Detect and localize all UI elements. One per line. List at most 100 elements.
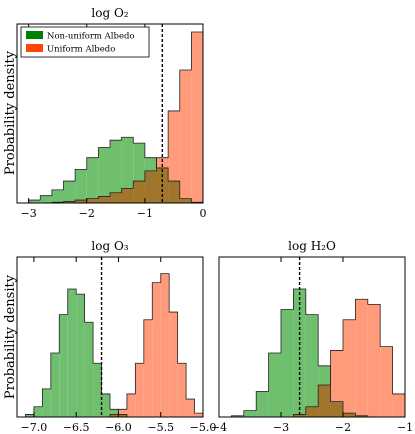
panel-title: log O₃ bbox=[91, 239, 128, 253]
overlap-bar bbox=[63, 201, 76, 203]
hist-bar bbox=[135, 363, 144, 417]
hist-bar bbox=[143, 319, 153, 417]
series-outline bbox=[17, 288, 203, 417]
hist-bar bbox=[305, 314, 319, 417]
axes-frame bbox=[16, 256, 204, 418]
legend-label: Uniform Albedo bbox=[47, 45, 115, 55]
hist-bar bbox=[243, 410, 257, 417]
hist-bar bbox=[121, 137, 134, 203]
hist-bar bbox=[281, 309, 294, 417]
hist-bar bbox=[28, 200, 41, 203]
overlap-bar bbox=[86, 198, 99, 203]
hist-bar bbox=[367, 304, 381, 417]
x-tick-label: −5.5 bbox=[147, 421, 174, 434]
legend-label: Non-uniform Albedo bbox=[47, 32, 135, 42]
overlap-bar bbox=[121, 188, 134, 203]
hist-bar bbox=[330, 350, 343, 417]
hist-bar bbox=[76, 294, 85, 417]
overlap-bar bbox=[330, 401, 343, 417]
hist-bar bbox=[51, 189, 64, 203]
overlap-bar bbox=[355, 415, 368, 417]
chart-panel-2: −7.0 −6.5 −6.0 −5.5 −5.0 log O₃ Probability de… bbox=[3, 239, 216, 434]
hist-bar bbox=[101, 393, 110, 417]
y-axis-label: Probability density bbox=[3, 274, 18, 399]
legend: Non-uniform Albedo Uniform Albedo bbox=[20, 26, 150, 58]
axes-frame bbox=[218, 256, 406, 418]
series-outline bbox=[17, 136, 203, 203]
hist-bar bbox=[179, 70, 192, 203]
x-tick-label: −6.0 bbox=[105, 421, 132, 434]
x-tick-label: −5.0 bbox=[190, 421, 217, 434]
hist-bar bbox=[93, 363, 102, 417]
plot-area bbox=[219, 257, 405, 417]
overlap-bar bbox=[293, 414, 306, 417]
hist-bar bbox=[355, 299, 368, 417]
x-tick-label: −2 bbox=[335, 421, 351, 434]
x-tick-label: −6.5 bbox=[63, 421, 90, 434]
hist-bar bbox=[42, 388, 51, 417]
y-axis-label: Probability density bbox=[3, 50, 18, 175]
hist-bar bbox=[256, 391, 269, 417]
x-tick-label: −1 bbox=[137, 207, 153, 220]
hist-bar bbox=[33, 406, 43, 417]
hist-bar bbox=[177, 363, 187, 417]
series-outline bbox=[219, 288, 405, 417]
legend-swatch bbox=[26, 44, 43, 52]
hist-bar bbox=[133, 143, 145, 203]
plot-area bbox=[17, 24, 203, 203]
hist-bar bbox=[168, 110, 180, 203]
hist-bar bbox=[194, 413, 203, 417]
plot-area bbox=[17, 257, 203, 417]
series-outline bbox=[17, 31, 203, 203]
series-outline bbox=[17, 273, 203, 417]
overlap-bar bbox=[133, 181, 145, 203]
overlap-bar bbox=[118, 414, 127, 417]
axes-frame bbox=[16, 23, 204, 204]
hist-bar bbox=[40, 195, 52, 203]
hist-bar bbox=[268, 353, 281, 417]
hist-bar bbox=[392, 393, 405, 417]
hist-bar bbox=[118, 409, 127, 417]
legend-swatch bbox=[26, 31, 43, 39]
hist-bar bbox=[191, 32, 203, 203]
hist-bar bbox=[86, 157, 99, 203]
hist-bar bbox=[186, 399, 195, 417]
x-tick-label: −1 bbox=[397, 421, 413, 434]
series-nonuniform bbox=[25, 289, 127, 417]
overlap-region bbox=[293, 385, 368, 417]
hist-bar bbox=[110, 140, 122, 203]
overlap-bar bbox=[110, 192, 122, 203]
series-outline bbox=[219, 298, 405, 417]
hist-bar bbox=[126, 393, 136, 417]
hist-bar bbox=[63, 181, 76, 203]
hist-bar bbox=[380, 346, 393, 417]
hist-bar bbox=[160, 273, 170, 417]
hist-bar bbox=[25, 414, 34, 417]
panel-title: log O₂ bbox=[91, 6, 128, 20]
hist-bar bbox=[152, 282, 161, 417]
x-tick-label: −4 bbox=[211, 421, 227, 434]
series-nonuniform bbox=[231, 289, 368, 417]
overlap-bar bbox=[75, 200, 87, 203]
hist-bar bbox=[231, 415, 244, 417]
hist-bar bbox=[84, 322, 94, 417]
overlap-bar bbox=[343, 413, 356, 417]
hist-bar bbox=[67, 289, 77, 417]
panel-title: log H₂O bbox=[288, 239, 336, 253]
overlap-bar bbox=[179, 198, 192, 203]
overlap-bar bbox=[110, 414, 119, 417]
series-uniform bbox=[110, 273, 203, 417]
hist-bar bbox=[59, 314, 68, 417]
x-tick-label: −3 bbox=[21, 207, 37, 220]
x-tick-label: 0 bbox=[200, 207, 207, 220]
hist-bar bbox=[169, 312, 178, 417]
hist-bar bbox=[50, 353, 60, 417]
overlap-bar bbox=[305, 406, 319, 417]
hist-bar bbox=[110, 409, 119, 417]
overlap-bar bbox=[98, 196, 110, 203]
overlap-bar bbox=[318, 385, 331, 417]
x-tick-label: −2 bbox=[79, 207, 95, 220]
chart-panel-3: −4 −3 −2 −1 log H₂O bbox=[211, 239, 413, 434]
